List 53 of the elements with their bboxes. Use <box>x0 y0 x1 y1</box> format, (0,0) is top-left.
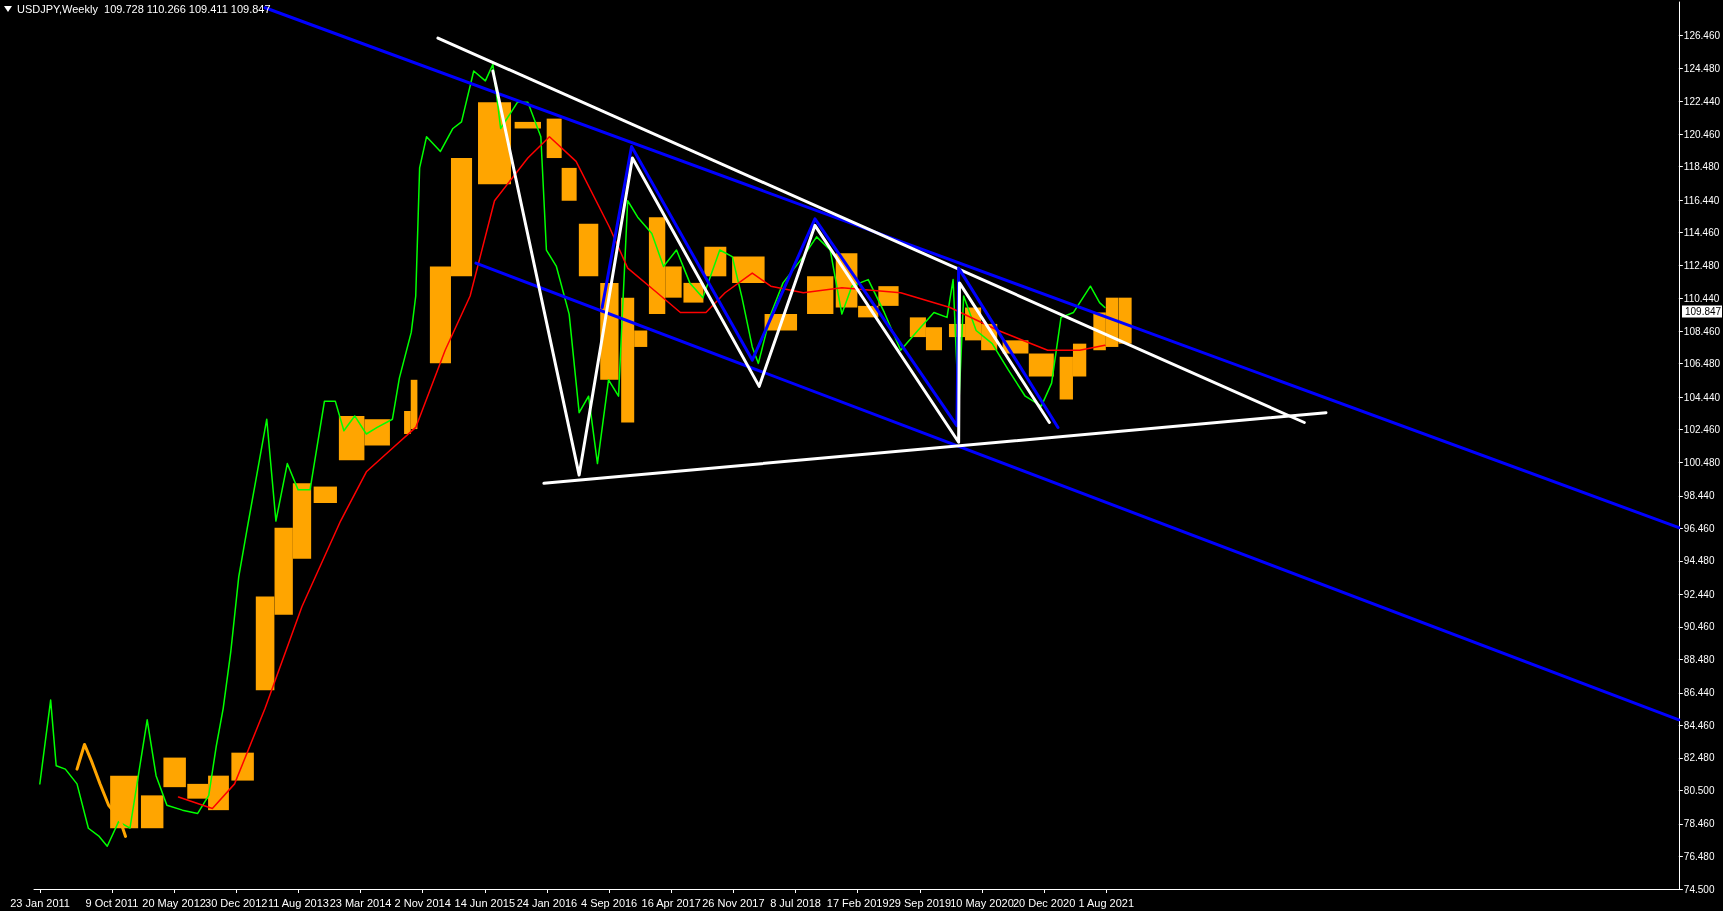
y-tick-label: 98.440 <box>1683 490 1715 502</box>
x-tick-label: 30 Dec 2012 <box>205 896 268 909</box>
x-tick-label: 11 Aug 2013 <box>267 896 329 909</box>
y-tick-label: 126.460 <box>1683 30 1721 42</box>
x-tick-label: 24 Jan 2016 <box>516 896 578 909</box>
y-tick-label: 94.480 <box>1683 555 1715 567</box>
y-tick-label: 112.480 <box>1683 259 1720 271</box>
bar <box>578 223 599 277</box>
y-tick-label: 118.480 <box>1683 161 1720 173</box>
y-tick-label: 96.460 <box>1683 522 1715 534</box>
x-tick-label: 29 Sep 2019 <box>888 896 952 909</box>
y-tick-label: 106.480 <box>1683 358 1721 370</box>
y-tick-label: 78.460 <box>1683 818 1715 830</box>
y-tick-label: 76.480 <box>1683 850 1715 862</box>
y-tick-label: 82.480 <box>1683 752 1715 764</box>
x-tick-label: 20 May 2012 <box>142 896 206 909</box>
x-tick-label: 23 Mar 2014 <box>329 896 392 909</box>
y-tick-label: 90.460 <box>1683 621 1715 633</box>
x-tick-label: 26 Nov 2017 <box>702 896 765 909</box>
line-series <box>39 63 1106 848</box>
y-tick-label: 80.500 <box>1683 784 1715 796</box>
x-tick-label: 1 Aug 2021 <box>1078 896 1135 909</box>
x-tick-label: 9 Oct 2011 <box>85 896 139 909</box>
y-tick-label: 104.440 <box>1683 391 1721 403</box>
y-tick-label: 114.460 <box>1683 227 1720 239</box>
y-tick-label: 102.460 <box>1683 424 1721 436</box>
x-tick-label: 10 May 2020 <box>950 896 1014 909</box>
bar <box>231 752 254 781</box>
x-tick-label: 8 Jul 2018 <box>770 896 821 909</box>
x-tick-label: 17 Feb 2019 <box>826 896 889 909</box>
text: 109.847 <box>1685 306 1722 318</box>
bar <box>878 286 899 306</box>
chart-title: USDJPY,Weekly 109.728 110.266 109.411 109.847 <box>17 3 271 15</box>
y-tick-label: 108.460 <box>1683 325 1721 337</box>
y-tick-label: 122.440 <box>1683 96 1721 108</box>
y-tick-label: 100.480 <box>1683 456 1721 468</box>
y-tick-label: 110.440 <box>1683 293 1720 305</box>
line-series <box>177 135 1106 810</box>
x-tick-label: 14 Jun 2015 <box>454 896 516 909</box>
bar <box>704 246 727 277</box>
x-tick-label: 4 Sep 2016 <box>580 896 638 909</box>
y-tick-label: 92.440 <box>1683 588 1715 600</box>
x-tick-label: 23 Jan 2011 <box>10 896 70 909</box>
y-tick-label: 84.460 <box>1683 719 1715 731</box>
x-tick-label: 16 Apr 2017 <box>641 896 701 909</box>
y-tick-label: 116.440 <box>1683 194 1720 206</box>
x-tick-label: 2 Nov 2014 <box>394 896 451 909</box>
y-tick-label: 86.440 <box>1683 687 1715 699</box>
y-tick-label: 120.460 <box>1683 128 1721 140</box>
y-tick-label: 124.480 <box>1683 62 1721 74</box>
y-tick-label: 88.480 <box>1683 653 1715 665</box>
x-tick-label: 20 Dec 2020 <box>1012 896 1076 909</box>
y-tick-label: 74.500 <box>1683 883 1715 895</box>
